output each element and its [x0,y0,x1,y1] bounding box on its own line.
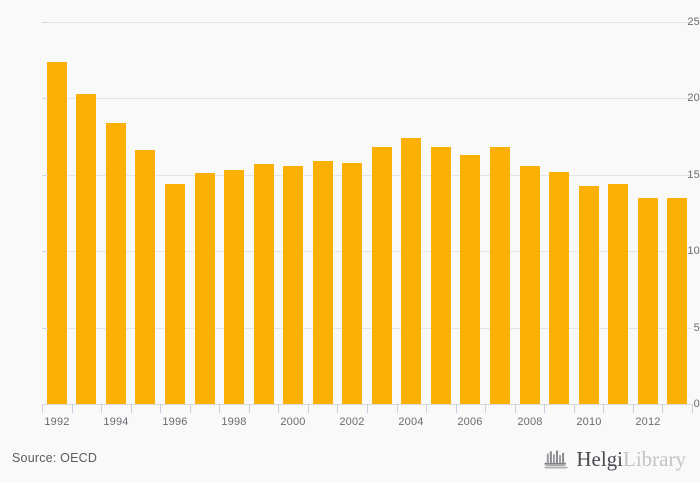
x-tick-mark [692,404,693,413]
x-tick-mark [160,404,161,413]
bar[interactable] [165,183,185,404]
x-tick-mark [456,404,457,413]
bar[interactable] [460,154,480,404]
x-tick-mark [337,404,338,413]
gridline-10 [42,251,692,253]
x-tick-label: 2000 [280,416,306,428]
y-tick-label: 10 [687,245,700,258]
x-tick-mark [278,404,279,413]
x-tick-label: 2012 [635,416,661,428]
x-tick-mark [219,404,220,413]
x-tick-mark [397,404,398,413]
y-tick-label: 25 [687,16,700,28]
x-tick-mark [662,404,663,413]
gridline-15 [42,174,692,176]
x-tick-mark [426,404,427,413]
x-tick-label: 2004 [398,416,424,428]
bar[interactable] [401,138,421,404]
x-tick-label: 1998 [221,416,247,428]
bar[interactable] [638,197,658,404]
gridline-25 [42,22,692,23]
bar[interactable] [195,173,215,404]
bar[interactable] [342,162,362,404]
bar[interactable] [667,197,687,404]
x-tick-mark [101,404,102,413]
x-tick-mark [249,404,250,413]
x-tick-label: 2008 [517,416,543,428]
y-tick-label: 15 [687,168,700,181]
bar[interactable] [549,171,569,404]
x-tick-label: 2006 [457,416,483,428]
gridline-5 [42,327,692,329]
bar[interactable] [608,183,628,404]
x-tick-mark [574,404,575,413]
x-axis: 1992 1994 1996 1998 2000 2002 2004 2006 2008 2010… [42,404,693,436]
helgi-library-logo[interactable]: HelgiLibrary [543,445,686,473]
logo-wordmark: HelgiLibrary [576,446,686,471]
source-label: Source: OECD [12,451,98,465]
logo-suffix-text: Library [623,446,686,471]
x-tick-mark [367,404,368,413]
bar[interactable] [372,147,392,404]
x-tick-label: 1992 [44,416,70,428]
y-tick-label: 5 [693,321,700,334]
x-tick-label: 2010 [576,416,602,428]
bar[interactable] [76,93,96,404]
bar[interactable] [520,165,540,404]
x-tick-mark [131,404,132,413]
gridline-20 [42,98,692,100]
bar[interactable] [47,61,67,404]
bar[interactable] [490,147,510,404]
bar[interactable] [224,170,244,404]
y-axis [0,0,36,483]
x-tick-mark [42,404,43,413]
bar[interactable] [283,165,303,404]
bar[interactable] [313,161,333,404]
plot-area [42,22,692,404]
x-tick-mark [633,404,634,413]
bar[interactable] [106,122,126,404]
x-tick-mark [190,404,191,413]
y-tick-mark [42,327,48,329]
logo-brand-text: Helgi [576,446,624,471]
x-tick-mark [72,404,73,413]
y-tick-mark [42,174,48,176]
x-tick-mark [544,404,545,413]
x-tick-label: 2002 [339,416,365,428]
x-tick-mark [603,404,604,413]
y-tick-label: 0 [693,398,700,410]
y-tick-label: 20 [687,92,700,105]
chart-footer: Source: OECD HelgiLibrary [0,437,700,483]
y-tick-mark [42,98,48,100]
bar[interactable] [579,185,599,404]
bar[interactable] [254,164,274,404]
library-building-icon [544,450,569,469]
bar[interactable] [135,150,155,404]
x-tick-mark [515,404,516,413]
y-tick-mark [42,404,48,405]
x-tick-mark [485,404,486,413]
bar[interactable] [431,147,451,404]
x-tick-mark [308,404,309,413]
y-tick-mark [42,22,48,23]
x-tick-label: 1996 [162,416,188,428]
y-tick-mark [42,251,48,253]
x-tick-label: 1994 [103,416,129,428]
